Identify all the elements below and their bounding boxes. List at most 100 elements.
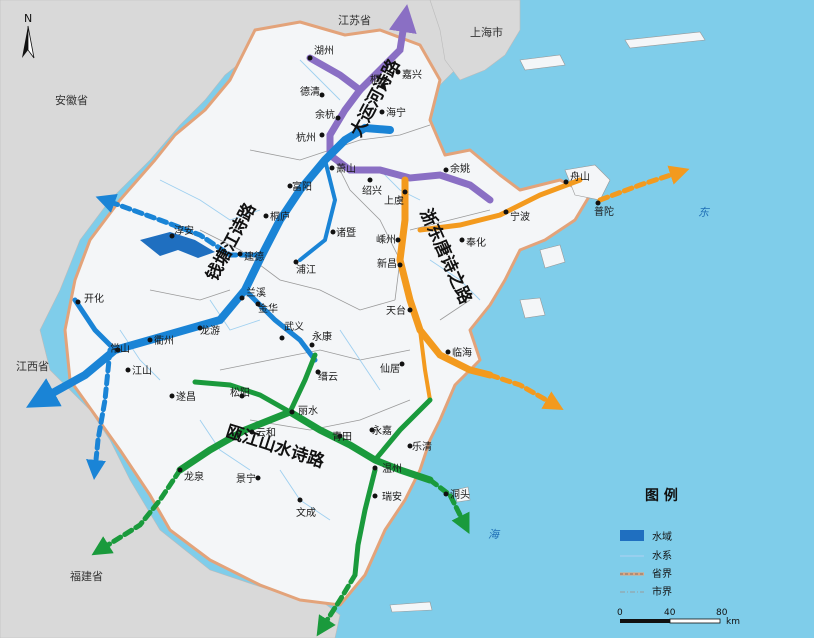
city-label: 余姚 xyxy=(450,162,470,175)
route-oujiang-line xyxy=(372,397,433,463)
city-dot xyxy=(115,347,121,353)
city-label: 龙泉 xyxy=(184,470,204,483)
scale-bar: 0 40 80 km xyxy=(617,608,740,627)
city-label: 景宁 xyxy=(236,472,256,485)
city-dot xyxy=(443,167,449,173)
city-label: 松阳 xyxy=(230,386,250,399)
scale-tick-label: 40 xyxy=(664,608,676,618)
city-dot xyxy=(379,109,385,115)
island xyxy=(454,486,471,503)
city-label: 普陀 xyxy=(594,205,614,218)
city-dot xyxy=(595,200,601,206)
city-dot xyxy=(169,393,175,399)
shanghai-land xyxy=(429,0,521,81)
scale-tick-label: 80 xyxy=(716,608,728,618)
city-label: 武义 xyxy=(284,320,304,333)
city-label: 萧山 xyxy=(336,163,356,175)
island xyxy=(539,244,566,269)
city-label: 青田 xyxy=(332,430,352,443)
city-label: 乐清 xyxy=(412,440,432,453)
north-arrow-label: N xyxy=(24,12,32,25)
city-dot xyxy=(397,262,403,268)
city-dot xyxy=(503,209,509,215)
scale-tick-label: 0 xyxy=(617,608,623,618)
city-label: 德清 xyxy=(300,85,320,98)
city-label: 文成 xyxy=(296,506,316,519)
city-label: 衢州 xyxy=(154,335,174,347)
zhoushan-island xyxy=(564,164,611,201)
city-label: 嵊州 xyxy=(376,233,396,246)
city-dot xyxy=(443,491,449,497)
city-dot xyxy=(367,177,373,183)
legend: 图 例 水域 水系 省界 市界 xyxy=(620,487,678,598)
province-label-fujian: 福建省 xyxy=(70,569,103,583)
legend-label: 水系 xyxy=(652,550,672,562)
route-zhedong xyxy=(396,165,690,410)
city-dot xyxy=(237,251,243,257)
province-label-anhui: 安徽省 xyxy=(55,93,88,107)
city-label: 临海 xyxy=(452,346,472,359)
city-label: 富阳 xyxy=(292,180,312,193)
route-qiantang-line xyxy=(86,347,113,480)
route-zhedong-line xyxy=(396,176,494,379)
city-dot xyxy=(369,427,375,433)
city-dot xyxy=(239,393,245,399)
north-arrow-icon xyxy=(27,25,35,59)
legend-label: 市界 xyxy=(652,585,672,598)
city-dot xyxy=(399,361,405,367)
island xyxy=(519,297,546,319)
route-oujiang-line xyxy=(316,572,358,637)
city-label: 奉化 xyxy=(466,236,486,249)
city-label: 永嘉 xyxy=(372,424,392,437)
island xyxy=(519,54,566,71)
legend-label: 水域 xyxy=(652,530,672,543)
city-label: 洞头 xyxy=(450,489,470,501)
city-dot xyxy=(337,433,343,439)
city-dot xyxy=(309,342,315,348)
city-label: 常山 xyxy=(110,342,130,355)
scale-bar-segment xyxy=(620,619,670,623)
city-dot xyxy=(319,132,325,138)
city-label: 浦江 xyxy=(296,263,316,276)
city-dot xyxy=(255,301,261,307)
island xyxy=(624,31,706,49)
city-label: 绍兴 xyxy=(362,184,382,197)
city-label: 上虞 xyxy=(384,194,404,207)
city-label: 湖州 xyxy=(314,45,334,57)
city-dot xyxy=(239,295,245,301)
city-label: 余杭 xyxy=(315,108,335,121)
route-dayunhe xyxy=(306,4,494,204)
legend-label: 省界 xyxy=(652,567,672,580)
qiandao-lake xyxy=(140,232,215,258)
route-oujiang-line xyxy=(352,467,378,578)
city-dot xyxy=(287,183,293,189)
city-label: 仙居 xyxy=(380,362,400,375)
city-label: 建德 xyxy=(244,250,264,263)
city-label: 缙云 xyxy=(318,370,338,383)
city-label: 杭州 xyxy=(296,131,316,144)
city-label: 嘉兴 xyxy=(402,68,422,81)
city-label: 宁波 xyxy=(510,210,530,223)
sea-label-dong: 东 xyxy=(698,206,711,219)
city-label: 天台 xyxy=(386,304,406,317)
city-label: 温州 xyxy=(382,463,402,475)
route-dayunhe-line xyxy=(326,86,494,204)
sea-label-hai: 海 xyxy=(488,528,501,541)
province-label-shanghai: 上海市 xyxy=(470,25,503,39)
city-markers xyxy=(75,55,601,503)
city-dot xyxy=(335,115,341,121)
city-label: 桐乡 xyxy=(370,73,390,86)
route-oujiang-line xyxy=(176,408,434,484)
scale-unit: km xyxy=(726,617,740,627)
city-dot xyxy=(293,259,299,265)
city-dot xyxy=(380,83,386,89)
city-label: 舟山 xyxy=(570,170,590,183)
city-dot xyxy=(563,179,569,185)
city-label: 开化 xyxy=(84,292,104,305)
north-arrow: N xyxy=(22,12,35,59)
legend-title: 图 例 xyxy=(645,487,678,504)
route-oujiang-line xyxy=(287,352,318,415)
island xyxy=(389,601,433,613)
city-label: 兰溪 xyxy=(246,286,266,299)
